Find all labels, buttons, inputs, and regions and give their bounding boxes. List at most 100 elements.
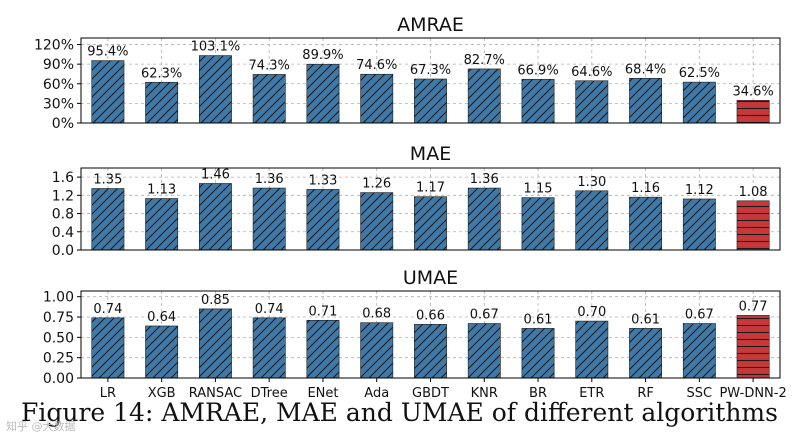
bar-hatch	[145, 81, 179, 124]
bar-hatch	[91, 60, 125, 124]
data-label: 0.64	[147, 310, 176, 325]
data-label: 62.3%	[141, 66, 182, 81]
bar-hatch	[521, 78, 555, 124]
data-label: 0.74	[93, 302, 122, 317]
x-tick-label: DTree	[251, 386, 288, 401]
bar-hatch	[360, 322, 394, 379]
bar-hatch	[91, 317, 125, 379]
y-tick-label: 0%	[52, 116, 74, 132]
data-label: 74.3%	[249, 58, 290, 73]
bar-hatch	[629, 196, 663, 251]
figure-caption: Figure 14: AMRAE, MAE and UMAE of differ…	[21, 398, 778, 427]
data-label: 1.36	[470, 172, 499, 187]
data-label: 1.12	[685, 183, 714, 198]
data-label: 1.08	[739, 185, 768, 200]
data-label: 0.68	[362, 307, 391, 322]
bar-hatch	[629, 328, 663, 379]
data-label: 1.46	[201, 167, 230, 182]
bar-hatch	[306, 319, 340, 379]
x-tick-label: SSC	[687, 386, 713, 401]
panel-mae: 0.0 0.4 0.8 1.2 1.6 1.35 1.13 1.46 1.36 1.33 1.26 1…	[52, 143, 781, 259]
panel-title: AMRAE	[397, 14, 464, 36]
data-label: 68.4%	[625, 62, 666, 77]
bar-hatch	[306, 63, 340, 124]
bar-hatch	[521, 197, 555, 251]
panel-amrae: 0% 30% 60% 90% 120% 95.4% 62.3% 103.1% 74.3% 89.9…	[34, 14, 781, 132]
y-tick-label: 0.00	[43, 371, 74, 387]
bar-hatch	[575, 320, 609, 379]
bar-hatch	[467, 323, 501, 379]
data-label: 89.9%	[302, 48, 343, 63]
y-tick-label: 30%	[43, 96, 74, 112]
x-tick-label: ENet	[307, 386, 338, 401]
bar-hatch	[467, 187, 501, 251]
y-tick-label: 120%	[34, 38, 74, 54]
bar-hatch	[306, 189, 340, 251]
data-label: 1.26	[362, 177, 391, 192]
x-tick-label: KNR	[471, 386, 498, 401]
x-tick-label: RF	[637, 386, 654, 401]
data-label: 1.33	[308, 173, 337, 188]
y-tick-label: 1.6	[52, 170, 74, 186]
data-label: 0.67	[470, 308, 499, 323]
bar-hatch	[252, 187, 286, 251]
plot-frame	[80, 37, 781, 124]
bar-hatch	[467, 68, 501, 124]
bar-hatch	[360, 192, 394, 251]
data-label: 1.35	[93, 173, 122, 188]
bar-hatch	[145, 198, 179, 251]
data-label: 62.5%	[679, 66, 720, 81]
y-tick-label: 0.25	[43, 351, 74, 367]
x-tick-label: PW-DNN-2	[719, 386, 786, 401]
data-label: 1.15	[524, 182, 553, 197]
data-label: 103.1%	[191, 40, 241, 55]
x-tick-label: Ada	[364, 386, 389, 401]
y-tick-label: 1.00	[43, 290, 74, 306]
bar-hatch	[736, 100, 770, 124]
bar-hatch	[145, 325, 179, 379]
panel-umae: 0.00 0.25 0.50 0.75 1.00 0.74 LR 0.64 XGB 0.85 RAN…	[43, 267, 787, 401]
plot-frame	[80, 167, 781, 251]
y-tick-label: 0.4	[52, 225, 74, 241]
data-label: 1.13	[147, 183, 176, 198]
bar-hatch	[91, 188, 125, 251]
data-label: 0.85	[201, 293, 230, 308]
bar-hatch	[629, 77, 663, 124]
bar-hatch	[736, 315, 770, 379]
x-tick-label: ETR	[579, 386, 604, 401]
x-tick-label: LR	[100, 386, 116, 401]
data-label: 1.36	[255, 172, 284, 187]
bar-hatch	[521, 328, 555, 379]
plot-frame	[80, 290, 781, 379]
panel-title: MAE	[410, 143, 451, 165]
bar-hatch	[414, 196, 447, 251]
data-label: 34.6%	[732, 84, 773, 99]
x-tick-label: RANSAC	[189, 386, 242, 401]
watermark: 知乎 @大数据	[6, 420, 76, 433]
data-label: 1.17	[416, 181, 445, 196]
data-label: 0.61	[631, 312, 660, 327]
bar-hatch	[252, 317, 286, 379]
bar-hatch	[360, 73, 394, 124]
bar-hatch	[198, 183, 232, 251]
bar-hatch	[682, 323, 716, 379]
data-label: 0.67	[685, 308, 714, 323]
bar-hatch	[682, 81, 716, 124]
data-label: 66.9%	[517, 63, 558, 78]
x-tick-label: GBDT	[412, 386, 449, 401]
bar-hatch	[575, 80, 609, 124]
data-label: 95.4%	[87, 45, 128, 60]
data-label: 0.61	[524, 312, 553, 327]
bar-hatch	[414, 78, 447, 124]
y-tick-label: 60%	[43, 77, 74, 93]
data-label: 0.77	[739, 299, 768, 314]
data-label: 0.71	[308, 304, 337, 319]
bar-hatch	[575, 190, 609, 251]
y-tick-label: 0.8	[52, 207, 74, 223]
bar-hatch	[252, 74, 286, 124]
y-tick-label: 0.0	[52, 243, 74, 259]
bar-hatch	[414, 324, 447, 379]
data-label: 0.66	[416, 308, 445, 323]
x-tick-label: BR	[529, 386, 547, 401]
